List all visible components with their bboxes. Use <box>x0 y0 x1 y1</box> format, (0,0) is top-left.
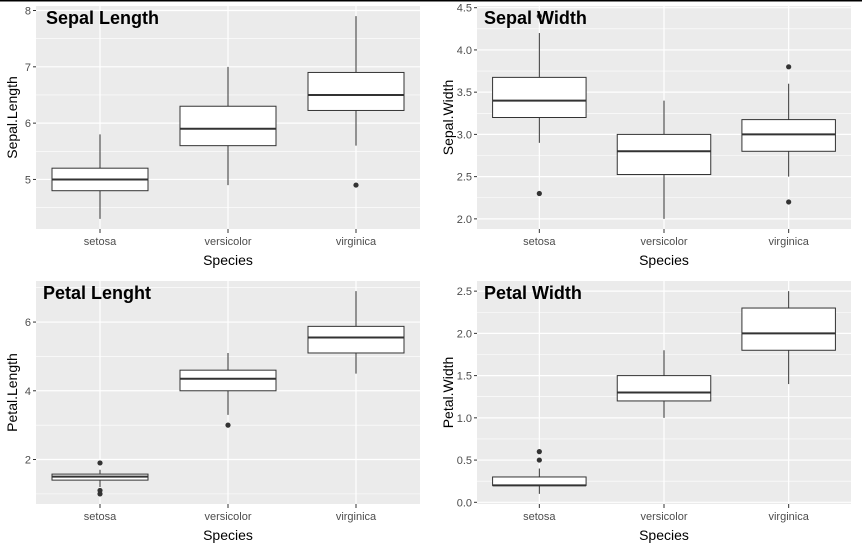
box-virginica <box>307 16 405 188</box>
x-tick-label: setosa <box>84 236 117 248</box>
box-virginica <box>741 64 836 205</box>
panel-title: Sepal Width <box>484 8 587 28</box>
y-tick-label: 3.0 <box>457 129 472 141</box>
y-tick-label: 2.5 <box>457 172 472 184</box>
top-border <box>0 0 862 2</box>
box-iqr <box>307 71 405 111</box>
outlier-point <box>353 182 359 188</box>
y-tick-label: 1.0 <box>457 413 472 425</box>
x-tick-label: virginica <box>336 236 377 248</box>
y-tick-label: 6 <box>25 118 31 130</box>
panel-1: 5 6 7 8 setosa versicolor virginica Species Sepa… <box>4 6 420 268</box>
y-tick-label: 4.5 <box>457 3 472 15</box>
x-tick-label: virginica <box>768 236 809 248</box>
y-tick-label: 2.5 <box>457 286 472 298</box>
x-axis-title: Species <box>203 527 253 543</box>
box-setosa <box>492 449 587 494</box>
x-axis-title: Species <box>203 252 253 268</box>
box-iqr <box>616 375 712 402</box>
box-iqr <box>179 369 277 392</box>
outlier-point <box>97 487 103 494</box>
box-iqr <box>741 119 836 152</box>
x-tick-label: virginica <box>336 511 377 523</box>
box-versicolor <box>179 66 277 186</box>
panel-4: 0.0 0.5 1.0 1.5 2.0 2.5 setosa versicolor virgin… <box>440 281 851 543</box>
box-iqr <box>492 76 587 118</box>
outlier-point <box>536 13 542 19</box>
box-virginica <box>307 291 405 374</box>
box-setosa <box>51 460 149 497</box>
x-tick-label: versicolor <box>204 511 251 523</box>
x-tick-label: versicolor <box>640 236 687 248</box>
box-iqr <box>179 105 277 147</box>
outlier-point <box>536 457 542 463</box>
x-tick-label: versicolor <box>204 236 251 248</box>
y-axis-title: Sepal.Width <box>440 80 456 155</box>
outlier-point <box>786 199 792 205</box>
y-tick-label: 3.5 <box>457 87 472 99</box>
box-iqr <box>307 325 405 354</box>
panel-title: Petal Width <box>484 283 582 303</box>
panel-title: Sepal Length <box>46 8 159 28</box>
panel-3: 2 4 6 setosa versicolor virginica Species Petal… <box>4 281 420 543</box>
y-tick-label: 0.5 <box>457 455 472 467</box>
y-tick-label: 2 <box>25 455 31 467</box>
box-versicolor <box>616 100 712 219</box>
box-setosa <box>51 134 149 219</box>
box-iqr <box>492 476 587 486</box>
x-tick-label: setosa <box>523 236 556 248</box>
outlier-point <box>225 422 231 428</box>
y-tick-label: 4 <box>25 386 31 398</box>
y-tick-label: 7 <box>25 62 31 74</box>
x-tick-label: setosa <box>84 511 117 523</box>
box-versicolor <box>616 350 712 418</box>
outlier-point <box>786 64 792 70</box>
outlier-point <box>536 190 542 197</box>
x-axis-title: Species <box>639 527 689 543</box>
outlier-point <box>97 460 103 466</box>
x-tick-label: virginica <box>768 511 809 523</box>
y-axis-title: Petal.Length <box>4 353 20 432</box>
panel-title: Petal Lenght <box>43 283 151 303</box>
y-tick-label: 5 <box>25 174 31 186</box>
y-tick-label: 8 <box>25 6 31 18</box>
y-tick-label: 4.0 <box>457 45 472 57</box>
box-virginica <box>741 291 836 385</box>
outlier-point <box>536 449 542 455</box>
y-axis-title: Sepal.Length <box>4 76 20 159</box>
y-tick-label: 2.0 <box>457 214 472 226</box>
box-iqr <box>616 133 712 176</box>
x-axis-title: Species <box>639 252 689 268</box>
x-tick-label: versicolor <box>640 511 687 523</box>
box-setosa <box>492 13 587 197</box>
x-tick-label: setosa <box>523 511 556 523</box>
panel-2: 2.0 2.5 3.0 3.5 4.0 4.5 setosa versicolor virgin… <box>440 3 851 268</box>
y-axis-title: Petal.Width <box>440 357 456 429</box>
box-iqr <box>741 307 836 351</box>
y-tick-label: 2.0 <box>457 328 472 340</box>
box-versicolor <box>179 352 277 428</box>
y-tick-label: 1.5 <box>457 371 472 383</box>
y-tick-label: 0.0 <box>457 497 472 509</box>
y-tick-label: 6 <box>25 317 31 329</box>
